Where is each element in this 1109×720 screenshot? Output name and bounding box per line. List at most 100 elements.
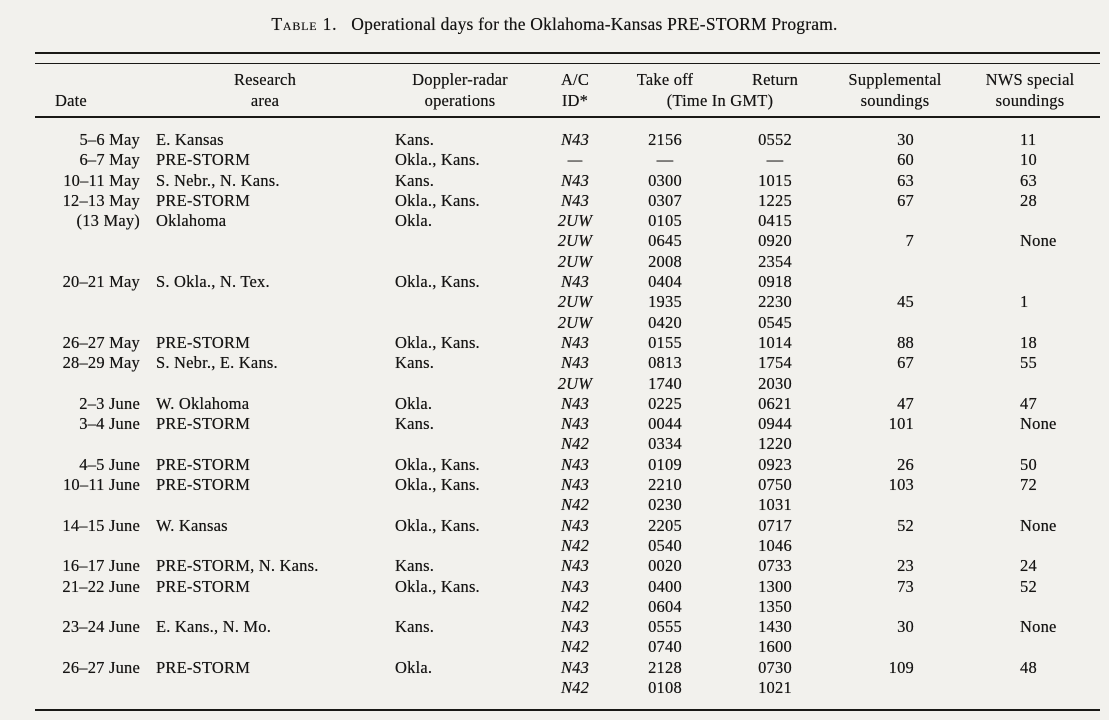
cell-takeoff: 0604 bbox=[648, 596, 682, 616]
cell-area: PRE-STORM bbox=[156, 150, 251, 170]
cell-date: 21–22 June bbox=[62, 576, 140, 596]
cell-ac: N43 bbox=[560, 353, 590, 373]
cell-nws bbox=[960, 495, 1100, 515]
cell-ac: N43 bbox=[560, 272, 590, 292]
cell-ac: N43 bbox=[560, 190, 590, 210]
cell-ret: 1046 bbox=[758, 535, 792, 555]
cell-takeoff: 0020 bbox=[648, 556, 682, 576]
cell-suppl bbox=[830, 678, 960, 698]
cell-suppl bbox=[830, 597, 960, 617]
cell-takeoff: 0307 bbox=[648, 190, 682, 210]
table-row: 26–27 May PRE-STORM Okla., Kans. N43 0155 101… bbox=[35, 333, 1100, 353]
table-row: 3–4 June PRE-STORM Kans. N43 0044 0944 101 None bbox=[35, 414, 1100, 434]
cell-takeoff: 2210 bbox=[648, 475, 682, 495]
cell-takeoff: 2008 bbox=[648, 251, 682, 271]
cell-nws: 63 bbox=[1020, 170, 1037, 190]
cell-takeoff: 1740 bbox=[648, 373, 682, 393]
cell-doppler: Okla. bbox=[395, 211, 433, 231]
cell-ac: N42 bbox=[560, 596, 590, 616]
cell-ac: N42 bbox=[560, 678, 590, 698]
cell-ac: N43 bbox=[560, 414, 590, 434]
header-takeoff-return-group: Take off Return (Time In GMT) bbox=[610, 69, 830, 111]
cell-area: PRE-STORM, N. Kans. bbox=[156, 556, 319, 576]
cell-suppl: 88 bbox=[897, 332, 914, 352]
cell-area: W. Oklahoma bbox=[156, 393, 250, 413]
cell-suppl: 63 bbox=[897, 170, 914, 190]
cell-date: 12–13 May bbox=[62, 190, 140, 210]
cell-takeoff: 0105 bbox=[648, 211, 682, 231]
cell-takeoff: 0230 bbox=[648, 495, 682, 515]
cell-suppl: 26 bbox=[897, 454, 914, 474]
cell-area bbox=[150, 292, 380, 312]
cell-ret: 1014 bbox=[758, 332, 792, 352]
table-row: N42 0604 1350 bbox=[35, 597, 1100, 617]
cell-nws: 10 bbox=[1020, 150, 1037, 170]
cell-doppler: Okla., Kans. bbox=[395, 475, 480, 495]
cell-suppl: 45 bbox=[897, 292, 914, 312]
header-supplemental-soundings: Supplemental soundings bbox=[848, 70, 942, 110]
cell-date: 10–11 June bbox=[62, 475, 140, 495]
header-research-area: Research area bbox=[233, 70, 297, 110]
cell-ac: N43 bbox=[560, 332, 590, 352]
table-caption: Table 1. Operational days for the Oklahom… bbox=[0, 14, 1109, 35]
cell-date bbox=[35, 637, 150, 657]
cell-nws: 48 bbox=[1020, 657, 1037, 677]
cell-doppler: Okla., Kans. bbox=[395, 190, 480, 210]
cell-suppl: 103 bbox=[888, 475, 914, 495]
cell-ret: 1754 bbox=[758, 353, 792, 373]
cell-date: 3–4 June bbox=[79, 414, 140, 434]
cell-nws bbox=[960, 678, 1100, 698]
cell-area bbox=[150, 678, 380, 698]
cell-nws: 28 bbox=[1020, 190, 1037, 210]
cell-area: E. Kansas bbox=[156, 130, 224, 149]
cell-area: PRE-STORM bbox=[156, 475, 251, 495]
cell-ret: 0944 bbox=[758, 414, 792, 434]
cell-ret: — bbox=[766, 150, 784, 170]
cell-date: 6–7 May bbox=[79, 150, 140, 170]
table-row: N42 0334 1220 bbox=[35, 434, 1100, 454]
cell-suppl bbox=[830, 272, 960, 292]
cell-date bbox=[35, 374, 150, 394]
cell-area bbox=[150, 434, 380, 454]
cell-date bbox=[35, 678, 150, 698]
table-row: 12–13 May PRE-STORM Okla., Kans. N43 0307 122… bbox=[35, 191, 1100, 211]
cell-date bbox=[35, 597, 150, 617]
cell-date: 26–27 May bbox=[62, 332, 140, 352]
cell-suppl bbox=[830, 637, 960, 657]
cell-ret: 1220 bbox=[758, 434, 792, 454]
cell-date: 28–29 May bbox=[62, 353, 140, 373]
cell-doppler: Okla., Kans. bbox=[395, 332, 480, 352]
cell-ret: 1600 bbox=[758, 637, 792, 657]
table-number-label: Table 1. bbox=[271, 14, 338, 34]
cell-doppler: Kans. bbox=[395, 130, 435, 149]
cell-area: PRE-STORM bbox=[156, 454, 251, 474]
cell-nws bbox=[960, 272, 1100, 292]
cell-nws: 72 bbox=[1020, 475, 1037, 495]
table-row: N42 0230 1031 bbox=[35, 495, 1100, 515]
cell-nws: 11 bbox=[1020, 130, 1037, 149]
cell-takeoff: 0225 bbox=[648, 393, 682, 413]
cell-takeoff: 0555 bbox=[648, 617, 682, 637]
cell-nws bbox=[960, 637, 1100, 657]
cell-nws bbox=[960, 597, 1100, 617]
cell-nws bbox=[960, 434, 1100, 454]
cell-date: 20–21 May bbox=[62, 272, 140, 292]
cell-ret: 0621 bbox=[758, 393, 792, 413]
cell-takeoff: 0109 bbox=[648, 454, 682, 474]
cell-doppler: Kans. bbox=[395, 414, 435, 434]
cell-date: 14–15 June bbox=[62, 515, 140, 535]
cell-doppler: Okla., Kans. bbox=[395, 272, 480, 292]
cell-takeoff: 0334 bbox=[648, 434, 682, 454]
cell-date: 2–3 June bbox=[79, 393, 140, 413]
cell-takeoff: 2128 bbox=[648, 657, 682, 677]
cell-suppl bbox=[830, 211, 960, 231]
cell-ret: 0730 bbox=[758, 657, 792, 677]
table-row: 10–11 May S. Nebr., N. Kans. Kans. N43 0300 1… bbox=[35, 171, 1100, 191]
cell-ac: N43 bbox=[560, 454, 590, 474]
cell-nws bbox=[960, 536, 1100, 556]
cell-ac: 2UW bbox=[557, 292, 593, 312]
cell-suppl: 47 bbox=[897, 393, 914, 413]
cell-suppl: 109 bbox=[888, 657, 914, 677]
table-row: 23–24 June E. Kans., N. Mo. Kans. N43 0555 14… bbox=[35, 617, 1100, 637]
table-row: 21–22 June PRE-STORM Okla., Kans. N43 0400 13… bbox=[35, 577, 1100, 597]
